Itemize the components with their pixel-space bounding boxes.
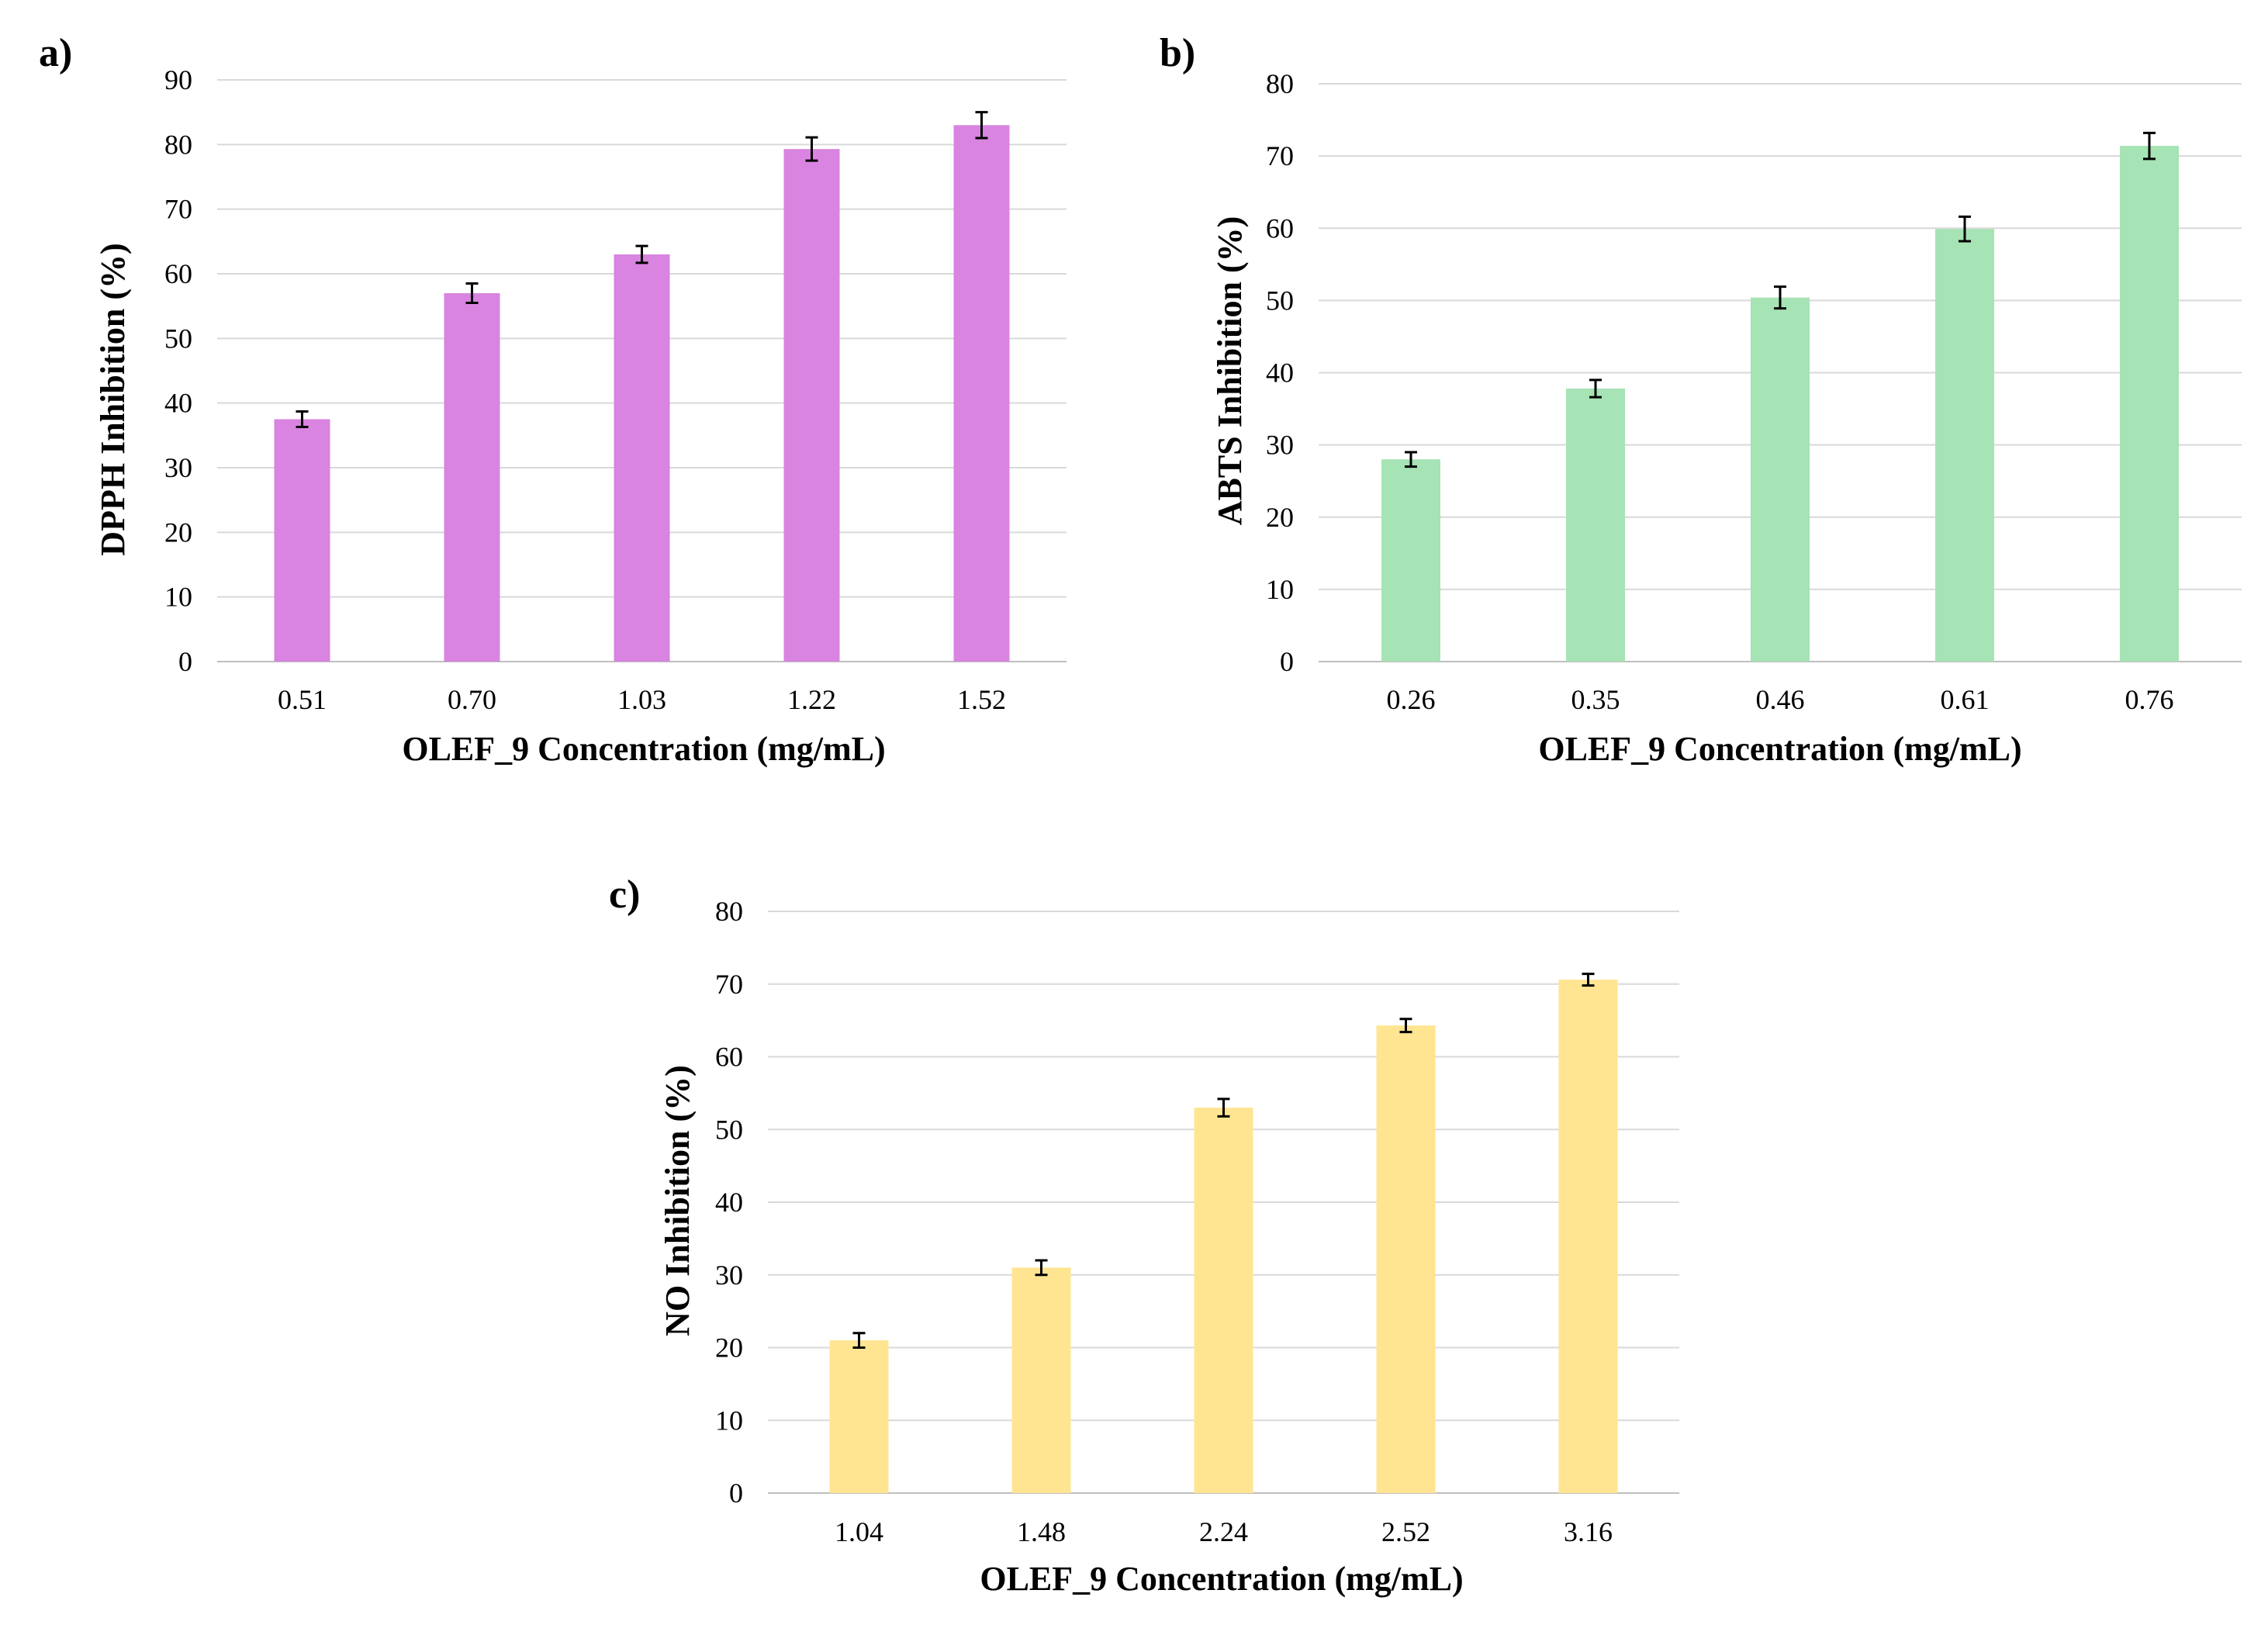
y-tick-label-a-40: 40 <box>164 388 192 419</box>
y-tick-label-b-60: 60 <box>1266 213 1294 244</box>
x-tick-label-a-1.22: 1.22 <box>787 684 836 715</box>
y-tick-labels-c: 0 10 20 30 40 50 60 70 80 <box>715 896 743 1509</box>
x-tick-label-a-0.51: 0.51 <box>278 684 327 715</box>
panel-label-b: b) <box>1160 31 1195 75</box>
x-tick-labels-c: 1.04 1.48 2.24 2.52 3.16 <box>835 1516 1613 1547</box>
bar-c-2.52 <box>1376 1025 1436 1493</box>
y-tick-label-b-70: 70 <box>1266 140 1294 171</box>
y-tick-label-c-20: 20 <box>715 1332 743 1364</box>
y-tick-label-c-70: 70 <box>715 969 743 1000</box>
y-tick-label-c-60: 60 <box>715 1042 743 1073</box>
y-tick-label-a-60: 60 <box>164 258 192 289</box>
bar-c-1.48 <box>1011 1267 1071 1493</box>
y-tick-label-c-80: 80 <box>715 896 743 927</box>
y-axis-title-c: NO Inhibition (%) <box>659 1065 697 1336</box>
error-bar-a-0.51 <box>296 410 309 428</box>
error-bar-b-0.35 <box>1589 378 1602 399</box>
x-tick-label-a-1.52: 1.52 <box>957 684 1006 715</box>
error-bar-c-3.16 <box>1582 973 1595 987</box>
error-bar-b-0.76 <box>2143 131 2156 161</box>
x-axis-title-b: OLEF_9 Concentration (mg/mL) <box>1538 730 2021 768</box>
x-tick-labels-a: 0.51 0.70 1.03 1.22 1.52 <box>278 684 1006 715</box>
error-bar-c-2.52 <box>1399 1018 1412 1034</box>
x-axis-title-a: OLEF_9 Concentration (mg/mL) <box>402 730 885 768</box>
error-bar-a-1.22 <box>805 136 818 162</box>
bars-c <box>829 973 1618 1493</box>
y-tick-label-c-30: 30 <box>715 1260 743 1291</box>
y-tick-label-b-10: 10 <box>1266 574 1294 605</box>
x-tick-label-a-0.70: 0.70 <box>448 684 496 715</box>
error-bar-b-0.26 <box>1405 451 1417 468</box>
y-axis-title-b: ABTS Inhibition (%) <box>1211 216 1249 526</box>
error-bar-a-1.03 <box>635 244 648 264</box>
x-tick-label-b-0.61: 0.61 <box>1941 684 1990 715</box>
y-tick-label-b-20: 20 <box>1266 502 1294 533</box>
bar-b-0.76 <box>2120 146 2179 662</box>
panel-label-c: c) <box>609 873 640 917</box>
bars-b <box>1381 131 2179 662</box>
y-tick-label-b-30: 30 <box>1266 430 1294 461</box>
chart-panel-c: c) 0 10 20 30 40 50 60 70 80 1.04 1.48 2.24 2.52 3.1… <box>609 873 1679 1598</box>
y-tick-labels-a: 0 10 20 30 40 50 60 70 80 90 <box>164 64 192 677</box>
error-bar-c-1.48 <box>1035 1259 1048 1277</box>
bar-a-1.22 <box>783 149 840 662</box>
error-bar-a-0.70 <box>465 282 479 304</box>
bar-b-0.26 <box>1381 459 1440 662</box>
error-bar-a-1.52 <box>975 111 988 140</box>
chart-panel-b: b) 0 10 20 30 40 50 60 70 80 0.26 0.35 0.46 0.61 0.7… <box>1160 31 2242 768</box>
bar-a-1.03 <box>614 254 670 662</box>
y-tick-label-a-90: 90 <box>164 64 192 95</box>
bar-b-0.35 <box>1566 388 1625 662</box>
bar-b-0.46 <box>1751 297 1810 662</box>
x-tick-label-c-3.16: 3.16 <box>1564 1516 1613 1547</box>
x-tick-label-c-2.24: 2.24 <box>1199 1516 1248 1547</box>
bar-a-1.52 <box>953 125 1010 662</box>
y-tick-label-a-0: 0 <box>178 646 192 677</box>
y-tick-label-a-80: 80 <box>164 129 192 160</box>
x-tick-labels-b: 0.26 0.35 0.46 0.61 0.76 <box>1387 684 2174 715</box>
bar-a-0.51 <box>274 419 330 662</box>
y-tick-label-a-20: 20 <box>164 517 192 548</box>
y-tick-label-c-0: 0 <box>729 1478 743 1509</box>
y-tick-label-a-30: 30 <box>164 452 192 483</box>
x-tick-label-b-0.46: 0.46 <box>1756 684 1805 715</box>
y-tick-label-c-40: 40 <box>715 1187 743 1218</box>
error-bar-c-2.24 <box>1217 1097 1230 1118</box>
y-tick-labels-b: 0 10 20 30 40 50 60 70 80 <box>1266 68 1294 677</box>
x-tick-label-c-2.52: 2.52 <box>1381 1516 1430 1547</box>
y-tick-label-a-10: 10 <box>164 582 192 613</box>
y-tick-label-c-50: 50 <box>715 1114 743 1145</box>
bar-b-0.61 <box>1935 229 1994 662</box>
x-tick-label-a-1.03: 1.03 <box>617 684 666 715</box>
y-tick-label-c-10: 10 <box>715 1405 743 1436</box>
x-tick-label-c-1.48: 1.48 <box>1017 1516 1066 1547</box>
bar-c-2.24 <box>1194 1108 1253 1493</box>
bar-c-3.16 <box>1558 980 1618 1493</box>
y-tick-label-a-70: 70 <box>164 194 192 225</box>
bars-a <box>274 111 1010 662</box>
error-bar-c-1.04 <box>852 1332 866 1349</box>
x-tick-label-b-0.35: 0.35 <box>1571 684 1620 715</box>
bar-c-1.04 <box>829 1340 889 1493</box>
y-tick-label-a-50: 50 <box>164 323 192 354</box>
y-tick-label-b-40: 40 <box>1266 358 1294 389</box>
x-tick-label-b-0.26: 0.26 <box>1387 684 1436 715</box>
bar-a-0.70 <box>444 293 500 662</box>
error-bar-b-0.61 <box>1959 215 1971 243</box>
x-tick-label-c-1.04: 1.04 <box>835 1516 883 1547</box>
chart-panel-a: a) 0 10 20 30 40 50 60 70 80 90 0.51 0.70 1.03 1.22 1… <box>39 31 1067 768</box>
y-axis-title-a: DPPH Inhibition (%) <box>94 243 132 555</box>
x-tick-label-b-0.76: 0.76 <box>2125 684 2174 715</box>
error-bar-b-0.46 <box>1774 285 1786 310</box>
y-tick-label-b-50: 50 <box>1266 285 1294 316</box>
panel-label-a: a) <box>39 31 72 75</box>
x-axis-title-c: OLEF_9 Concentration (mg/mL) <box>980 1560 1463 1598</box>
y-tick-label-b-0: 0 <box>1280 646 1294 677</box>
y-tick-label-b-80: 80 <box>1266 68 1294 99</box>
